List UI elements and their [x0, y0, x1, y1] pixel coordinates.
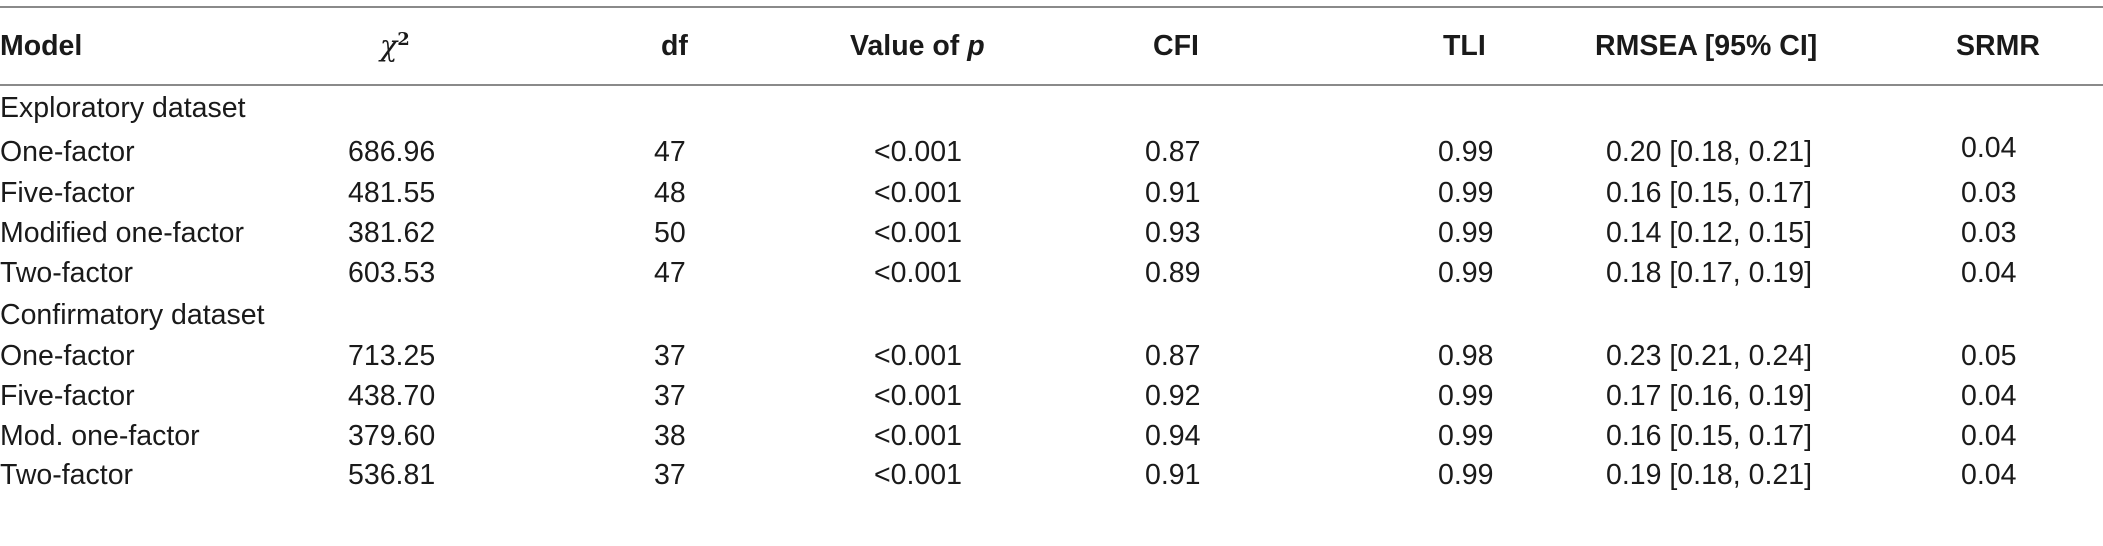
cell-tli: 0.99: [1438, 419, 1494, 452]
table-row: Five-factor 481.55 48 <0.001 0.91 0.99 0…: [0, 174, 2103, 214]
cell-rmsea: 0.23 [0.21, 0.24]: [1606, 340, 1812, 373]
cell-tli: 0.99: [1438, 459, 1494, 492]
p-prefix: Value of: [850, 29, 968, 62]
cell-model: Five-factor: [0, 177, 135, 210]
table-row: Five-factor 438.70 37 <0.001 0.92 0.99 0…: [0, 377, 2103, 417]
cell-rmsea: 0.16 [0.15, 0.17]: [1606, 419, 1812, 452]
cell-tli: 0.99: [1438, 256, 1494, 289]
cell-df: 50: [654, 217, 686, 250]
cell-tli: 0.99: [1438, 135, 1494, 168]
cell-cfi: 0.93: [1145, 217, 1201, 250]
chi-superscript: 2: [397, 29, 410, 51]
cell-chi2: 536.81: [348, 459, 436, 492]
cell-df: 47: [654, 256, 686, 289]
cell-chi2: 686.96: [348, 135, 436, 168]
cell-cfi: 0.87: [1145, 135, 1201, 168]
cell-srmr: 0.03: [1961, 217, 2017, 250]
cell-p: <0.001: [874, 459, 962, 492]
cell-rmsea: 0.16 [0.15, 0.17]: [1606, 177, 1812, 210]
fit-indices-table-container: Model χ2 df Value of p CFI TLI RMSEA [95…: [0, 6, 2103, 496]
cell-p: <0.001: [874, 135, 962, 168]
cell-srmr: 0.04: [1961, 380, 2017, 413]
cell-p: <0.001: [874, 340, 962, 373]
cell-srmr: 0.04: [1961, 256, 2017, 289]
cell-cfi: 0.87: [1145, 340, 1201, 373]
cell-srmr: 0.03: [1961, 177, 2017, 210]
cell-tli: 0.98: [1438, 340, 1494, 373]
cell-cfi: 0.92: [1145, 380, 1201, 413]
cell-srmr: 0.05: [1961, 340, 2017, 373]
cell-p: <0.001: [874, 380, 962, 413]
cell-df: 38: [654, 419, 686, 452]
cell-chi2: 379.60: [348, 419, 436, 452]
header-row: Model χ2 df Value of p CFI TLI RMSEA [95…: [0, 6, 2103, 86]
table-row: Mod. one-factor 379.60 38 <0.001 0.94 0.…: [0, 416, 2103, 456]
cell-df: 48: [654, 177, 686, 210]
p-symbol: p: [967, 29, 985, 62]
cell-chi2: 481.55: [348, 177, 436, 210]
cell-p: <0.001: [874, 177, 962, 210]
cell-rmsea: 0.17 [0.16, 0.19]: [1606, 380, 1812, 413]
cell-srmr: 0.04: [1961, 132, 2017, 164]
table-header: Model χ2 df Value of p CFI TLI RMSEA [95…: [0, 6, 2103, 86]
section-row-confirmatory: Confirmatory dataset: [0, 293, 2103, 337]
cell-rmsea: 0.20 [0.18, 0.21]: [1606, 135, 1812, 168]
table-row: One-factor 686.96 47 <0.001 0.87 0.99 0.…: [0, 130, 2103, 174]
header-srmr: SRMR: [1813, 6, 2103, 86]
section-title: Confirmatory dataset: [0, 298, 265, 331]
fit-indices-table: Model χ2 df Value of p CFI TLI RMSEA [95…: [0, 6, 2103, 496]
cell-cfi: 0.91: [1145, 177, 1201, 210]
header-df: df: [475, 6, 818, 86]
cell-df: 37: [654, 459, 686, 492]
cell-model: Modified one-factor: [0, 217, 244, 250]
cell-cfi: 0.89: [1145, 256, 1201, 289]
cell-model: One-factor: [0, 135, 135, 168]
cell-model: Two-factor: [0, 256, 134, 289]
cell-model: One-factor: [0, 340, 135, 373]
cell-cfi: 0.91: [1145, 459, 1201, 492]
section-title: Exploratory dataset: [0, 91, 246, 124]
chi-symbol: χ: [380, 29, 398, 63]
cell-rmsea: 0.19 [0.18, 0.21]: [1606, 459, 1812, 492]
table-row: One-factor 713.25 37 <0.001 0.87 0.98 0.…: [0, 337, 2103, 377]
cell-df: 47: [654, 135, 686, 168]
table-row: Two-factor 536.81 37 <0.001 0.91 0.99 0.…: [0, 456, 2103, 496]
header-p-value: Value of p: [818, 6, 993, 86]
table-body: Exploratory dataset One-factor 686.96 47…: [0, 85, 2103, 496]
cell-chi2: 438.70: [348, 380, 436, 413]
cell-srmr: 0.04: [1961, 459, 2017, 492]
cell-tli: 0.99: [1438, 217, 1494, 250]
cell-tli: 0.99: [1438, 380, 1494, 413]
table-row: Two-factor 603.53 47 <0.001 0.89 0.99 0.…: [0, 253, 2103, 293]
cell-model: Two-factor: [0, 459, 134, 492]
cell-chi2: 381.62: [348, 217, 436, 250]
header-cfi: CFI: [993, 6, 1253, 86]
header-rmsea: RMSEA [95% CI]: [1503, 6, 1817, 86]
table-row: Modified one-factor 381.62 50 <0.001 0.9…: [0, 214, 2103, 254]
cell-model: Five-factor: [0, 380, 135, 413]
cell-tli: 0.99: [1438, 177, 1494, 210]
cell-p: <0.001: [874, 419, 962, 452]
cell-rmsea: 0.18 [0.17, 0.19]: [1606, 256, 1812, 289]
cell-p: <0.001: [874, 256, 962, 289]
cell-rmsea: 0.14 [0.12, 0.15]: [1606, 217, 1812, 250]
cell-p: <0.001: [874, 217, 962, 250]
cell-chi2: 603.53: [348, 256, 436, 289]
cell-model: Mod. one-factor: [0, 419, 200, 452]
section-row-exploratory: Exploratory dataset: [0, 85, 2103, 130]
cell-df: 37: [654, 380, 686, 413]
header-tli: TLI: [1253, 6, 1503, 86]
header-model: Model: [0, 6, 310, 86]
cell-cfi: 0.94: [1145, 419, 1201, 452]
cell-srmr: 0.04: [1961, 419, 2017, 452]
cell-chi2: 713.25: [348, 340, 436, 373]
header-chi-square: χ2: [310, 6, 475, 86]
cell-df: 37: [654, 340, 686, 373]
